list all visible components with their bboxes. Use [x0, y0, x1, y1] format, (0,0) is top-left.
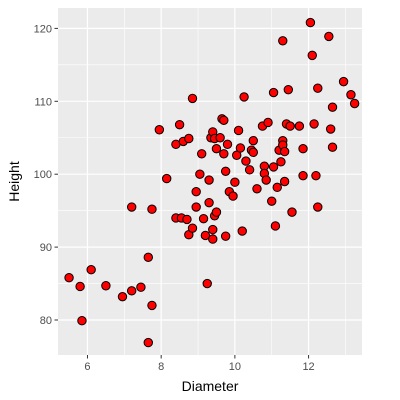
data-point [287, 207, 297, 217]
data-point [270, 221, 281, 231]
data-point [143, 337, 153, 348]
data-point [215, 133, 225, 143]
data-point [202, 278, 212, 289]
x-tick-label: 10 [229, 361, 241, 373]
data-point [272, 182, 282, 193]
data-point [86, 265, 96, 275]
y-axis-ticks: 80 90 100 110 120 [34, 23, 58, 327]
data-point [307, 50, 317, 61]
data-point [208, 234, 218, 244]
data-point [298, 170, 308, 181]
data-point [136, 282, 146, 292]
data-point [230, 177, 240, 187]
data-point [219, 115, 229, 125]
data-point [143, 252, 153, 263]
data-point [261, 175, 271, 185]
data-point [208, 224, 218, 235]
y-tick-label: 120 [34, 23, 52, 35]
y-tick-label: 90 [40, 242, 52, 254]
data-point [279, 146, 290, 157]
data-point [191, 202, 201, 212]
data-point [147, 204, 157, 214]
data-point [268, 162, 279, 172]
data-point [198, 213, 209, 224]
data-point [197, 149, 207, 159]
data-point [298, 143, 308, 154]
data-point [327, 102, 338, 112]
data-point [313, 83, 323, 93]
data-point [187, 93, 198, 104]
data-point [101, 281, 111, 291]
data-point [294, 121, 305, 131]
data-point [235, 143, 246, 153]
data-point [233, 125, 244, 136]
data-point [248, 147, 258, 158]
data-point [268, 87, 279, 98]
y-axis-title: Height [6, 161, 22, 202]
data-point [325, 124, 336, 134]
x-axis-ticks: 6 8 10 12 [84, 355, 315, 373]
data-point [195, 169, 205, 179]
data-point [191, 187, 201, 197]
data-point [220, 231, 231, 241]
data-point [174, 119, 185, 130]
data-point [327, 142, 338, 152]
data-point [252, 184, 262, 194]
x-axis-title: Diameter [182, 378, 239, 394]
data-point [263, 117, 273, 128]
data-point [211, 207, 222, 217]
data-point [219, 149, 229, 159]
data-point [200, 230, 211, 241]
data-point [204, 197, 214, 208]
data-point [349, 98, 360, 109]
data-point [187, 223, 198, 233]
data-point [154, 125, 165, 135]
data-point [147, 300, 157, 311]
data-point [204, 175, 214, 185]
data-point [283, 84, 294, 95]
data-point [309, 119, 319, 129]
data-point [222, 139, 233, 150]
data-point [324, 31, 334, 42]
data-points [64, 17, 360, 348]
data-point [285, 121, 295, 131]
data-point [117, 291, 128, 302]
data-point [244, 165, 255, 175]
y-tick-label: 110 [34, 96, 52, 108]
data-point [338, 76, 349, 87]
minor-gridlines [58, 8, 362, 355]
data-point [276, 157, 286, 167]
data-point [248, 135, 258, 146]
data-point [239, 92, 249, 102]
data-point [162, 173, 172, 184]
data-point [279, 176, 290, 187]
data-point [64, 273, 74, 283]
x-tick-label: 8 [158, 361, 164, 373]
data-point [220, 166, 231, 176]
data-point [305, 17, 316, 28]
data-point [241, 156, 251, 166]
y-tick-label: 100 [34, 169, 52, 181]
data-point [267, 196, 277, 206]
data-point [182, 214, 192, 225]
data-point [126, 286, 137, 296]
data-point [77, 316, 87, 326]
data-point [237, 226, 247, 236]
y-tick-label: 80 [40, 315, 52, 327]
data-point [75, 281, 85, 292]
data-point [211, 143, 222, 154]
data-point [313, 202, 323, 212]
data-point [184, 133, 194, 144]
data-point [311, 170, 321, 181]
x-tick-label: 6 [84, 361, 90, 373]
data-point [228, 191, 238, 201]
data-point [278, 36, 288, 46]
data-point [346, 90, 356, 100]
data-point [126, 202, 137, 212]
x-tick-label: 12 [302, 361, 314, 373]
data-point [232, 150, 242, 160]
